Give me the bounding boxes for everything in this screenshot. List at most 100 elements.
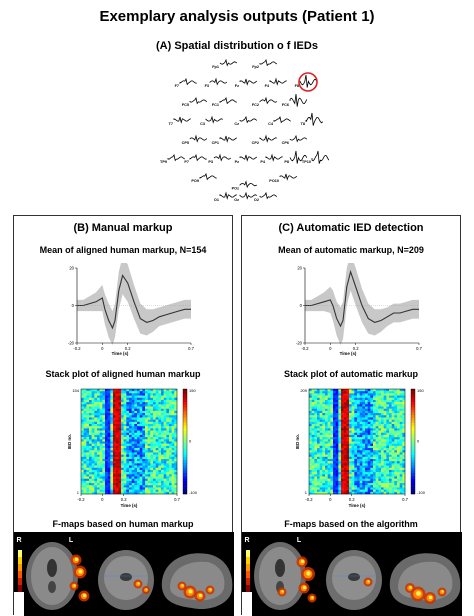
heatmap-cell xyxy=(333,406,336,409)
heatmap-cell xyxy=(357,393,360,396)
heatmap-cell xyxy=(153,456,156,460)
colorbar-cell xyxy=(411,454,415,458)
heatmap-cell xyxy=(367,402,371,405)
heatmap-cell xyxy=(113,419,116,423)
heatmap-cell xyxy=(153,395,156,398)
heatmap-cell xyxy=(373,480,376,484)
heatmap-cell xyxy=(346,430,350,433)
colorbar-cell xyxy=(183,417,187,421)
heatmap-cell xyxy=(155,443,159,447)
heatmap-cell xyxy=(121,408,124,412)
heatmap-cell xyxy=(373,406,376,409)
heatmap-cell xyxy=(402,391,406,394)
x-tick-label: 0.7 xyxy=(174,497,180,502)
heatmap-cell xyxy=(142,428,146,431)
fmap-colorbar-cell xyxy=(18,585,22,592)
heatmap-cell xyxy=(121,406,124,409)
heatmap-cell xyxy=(105,404,108,407)
heatmap-cell xyxy=(394,483,398,486)
heatmap-cell xyxy=(147,441,151,444)
heatmap-cell xyxy=(94,469,98,473)
heatmap-cell xyxy=(94,487,98,490)
heatmap-cell xyxy=(161,439,164,442)
heatmap-cell xyxy=(94,434,98,438)
heatmap-cell xyxy=(147,393,151,396)
heatmap-cell xyxy=(155,397,159,401)
heatmap-cell xyxy=(163,474,167,477)
heatmap-cell xyxy=(370,459,374,462)
heatmap-cell xyxy=(322,404,326,407)
heatmap-cell xyxy=(386,478,390,482)
heatmap-cell xyxy=(102,461,106,464)
heatmap-cell xyxy=(399,456,403,460)
heatmap-cell xyxy=(134,410,138,414)
heatmap-cell xyxy=(121,402,124,405)
heatmap-cell xyxy=(113,445,116,449)
heatmap-cell xyxy=(94,421,98,425)
heatmap-cell xyxy=(102,452,106,455)
heatmap-cell xyxy=(370,434,374,438)
heatmap-cell xyxy=(155,434,159,438)
heatmap-cell xyxy=(357,415,360,418)
heatmap-cell xyxy=(357,489,360,493)
heatmap-cell xyxy=(391,408,395,412)
heatmap-cell xyxy=(166,393,170,396)
heatmap-cell xyxy=(105,426,108,429)
heatmap-cell xyxy=(351,415,355,418)
heatmap-cell xyxy=(83,489,87,493)
heatmap-cell xyxy=(335,428,339,431)
heatmap-cell xyxy=(145,397,148,401)
heatmap-cell xyxy=(317,491,320,495)
heatmap-cell xyxy=(322,426,326,429)
heatmap-cell xyxy=(158,487,162,490)
heatmap-cell xyxy=(94,415,98,418)
x-axis-label: Time (s) xyxy=(112,351,129,356)
heatmap-cell xyxy=(322,417,326,420)
heatmap-cell xyxy=(161,421,164,425)
heatmap-cell xyxy=(163,467,167,471)
heatmap-cell xyxy=(81,408,84,412)
heatmap-cell xyxy=(330,421,334,425)
heatmap-cell xyxy=(335,399,339,403)
heatmap-cell xyxy=(309,480,312,484)
heatmap-cell xyxy=(309,434,312,438)
heatmap-cell xyxy=(359,391,363,394)
heatmap-cell xyxy=(349,424,352,427)
heatmap-cell xyxy=(139,397,143,401)
heatmap-cell xyxy=(145,452,148,455)
heatmap-cell xyxy=(370,389,374,392)
heatmap-cell xyxy=(354,472,358,475)
heatmap-cell xyxy=(166,434,170,438)
heatmap-cell xyxy=(145,434,148,438)
activation-blob-core xyxy=(73,584,76,587)
heatmap-cell xyxy=(341,402,344,405)
heatmap-cell xyxy=(121,432,124,436)
heatmap-cell xyxy=(174,469,178,473)
colorbar-cell xyxy=(183,391,187,395)
heatmap-cell xyxy=(354,393,358,396)
heatmap-cell xyxy=(386,389,390,392)
heatmap-cell xyxy=(325,402,328,405)
heatmap-cell xyxy=(346,467,350,471)
heatmap-cell xyxy=(341,408,344,412)
heatmap-cell xyxy=(359,430,363,433)
heatmap-cell xyxy=(134,421,138,425)
panel-a-title: (A) Spatial distribution o f IEDs xyxy=(156,40,318,52)
heatmap-cell xyxy=(81,406,84,409)
heatmap-cell xyxy=(349,483,352,486)
heatmap-cell xyxy=(107,424,111,427)
heatmap-cell xyxy=(359,410,363,414)
heatmap-cell xyxy=(397,480,400,484)
heatmap-cell xyxy=(346,395,350,398)
heatmap-cell xyxy=(378,439,382,442)
heatmap-cell xyxy=(145,417,148,420)
heatmap-cell xyxy=(142,415,146,418)
heatmap-cell xyxy=(365,489,368,493)
heatmap-cell xyxy=(131,426,135,429)
heatmap-cell xyxy=(89,428,92,431)
heatmap-cell xyxy=(161,443,164,447)
heatmap-cell xyxy=(354,459,358,462)
heatmap-cell xyxy=(118,426,122,429)
heatmap-cell xyxy=(137,415,140,418)
heatmap-cell xyxy=(349,459,352,462)
